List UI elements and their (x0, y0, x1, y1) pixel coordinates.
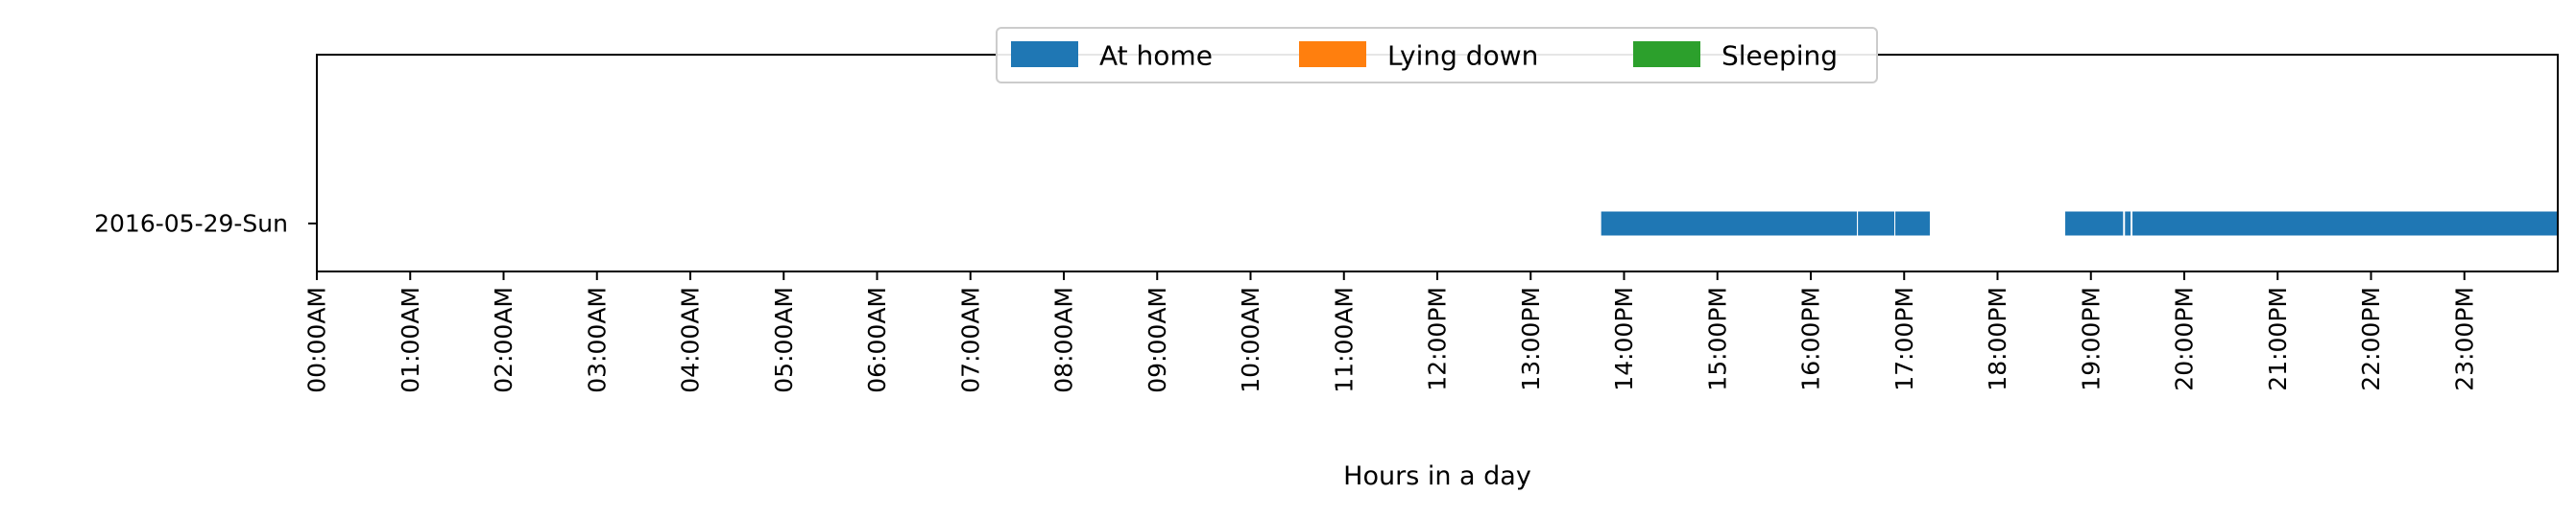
bar-segment-at-home (1857, 210, 1896, 237)
bar-segment-at-home (2124, 210, 2132, 237)
x-tick-label: 02:00AM (490, 287, 518, 393)
legend-swatch (1299, 41, 1366, 67)
x-tick-label: 11:00AM (1330, 287, 1358, 393)
y-tick-label: 2016-05-29-Sun (94, 210, 288, 238)
x-tick-label: 03:00AM (583, 287, 611, 393)
x-tick-label: 12:00PM (1424, 287, 1452, 391)
legend-swatch (1633, 41, 1700, 67)
legend-label: Sleeping (1721, 40, 1838, 72)
x-tick-label: 22:00PM (2357, 287, 2385, 391)
bar-segment-at-home (2131, 210, 2559, 237)
x-tick-label: 23:00PM (2450, 287, 2478, 391)
bar-segment-at-home (1894, 210, 1931, 237)
x-tick-label: 05:00AM (770, 287, 798, 393)
x-tick-label: 20:00PM (2171, 287, 2199, 391)
plot-frame (316, 54, 2559, 272)
x-tick-label: 14:00PM (1610, 287, 1638, 391)
x-tick-label: 21:00PM (2264, 287, 2292, 391)
x-tick-label: 07:00AM (956, 287, 984, 393)
x-tick-label: 08:00AM (1050, 287, 1078, 393)
x-tick-label: 04:00AM (677, 287, 705, 393)
legend-label: Lying down (1387, 40, 1538, 72)
legend-label: At home (1099, 40, 1213, 72)
x-tick-label: 16:00PM (1797, 287, 1825, 391)
x-tick-label: 15:00PM (1703, 287, 1731, 391)
x-tick-label: 10:00AM (1237, 287, 1264, 393)
x-tick-label: 17:00PM (1890, 287, 1918, 391)
x-tick-label: 00:00AM (303, 287, 331, 393)
bar-segment-at-home (1600, 210, 1859, 237)
x-tick-label: 06:00AM (863, 287, 891, 393)
x-tick-label: 13:00PM (1517, 287, 1545, 391)
x-tick-label: 18:00PM (1984, 287, 2011, 391)
x-tick-label: 19:00PM (2077, 287, 2105, 391)
x-tick-label: 09:00AM (1144, 287, 1171, 393)
x-tick-label: 01:00AM (397, 287, 424, 393)
x-axis-label: Hours in a day (1343, 461, 1531, 491)
bar-segment-at-home (2064, 210, 2125, 237)
legend-swatch (1011, 41, 1078, 67)
